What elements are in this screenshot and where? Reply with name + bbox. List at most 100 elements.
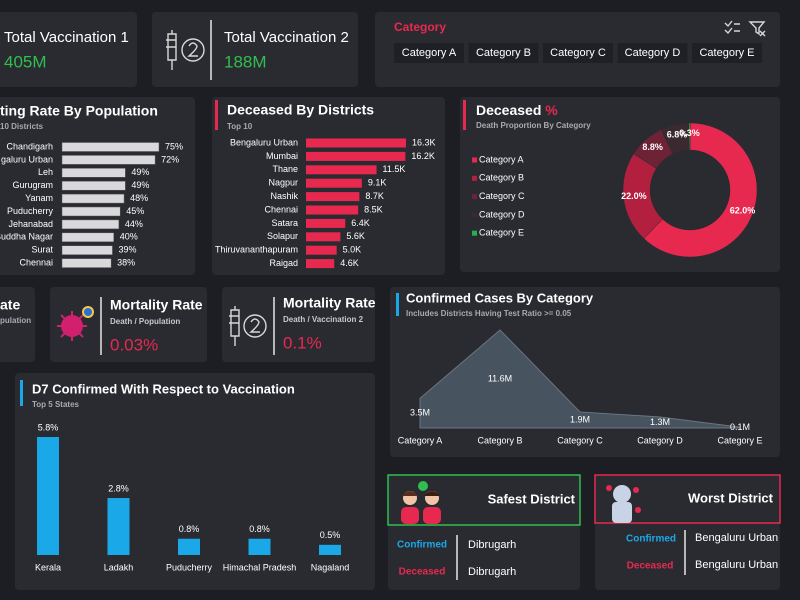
chart-title: D7 Confirmed With Respect to Vaccination (32, 381, 295, 396)
category-label: Kerala (35, 562, 61, 572)
row-label: Confirmed (397, 540, 447, 551)
value-label: 0.8% (179, 524, 200, 534)
chart-title: Deceased % (476, 102, 558, 118)
bar (178, 538, 200, 555)
filter-button[interactable] (468, 43, 539, 63)
value-label: 4.6K (340, 258, 359, 268)
value-label: 6.4K (351, 218, 370, 228)
category-label: Jehanabad (8, 219, 53, 229)
bar (107, 498, 130, 555)
kpi-card (222, 287, 375, 362)
syringe-icon (229, 306, 267, 346)
chart-subtitle: Includes Districts Having Test Ratio >= … (406, 309, 572, 318)
bar (61, 142, 160, 152)
bar (306, 205, 359, 215)
value-label: 9.1K (368, 178, 387, 188)
kpi-subtitle: Death / Population (110, 317, 180, 326)
kpi-card (50, 287, 207, 362)
bar (306, 165, 377, 175)
value-label: 1.9M (570, 414, 590, 424)
bar (37, 437, 59, 555)
legend-marker (472, 175, 477, 181)
value-label: 75% (165, 141, 183, 151)
value-label: 48% (130, 193, 148, 203)
virus-icon (57, 306, 94, 341)
category-label: Solapur (267, 231, 298, 241)
filter-option[interactable]: Category E (699, 47, 754, 59)
pie-slice (643, 122, 758, 258)
bar (61, 245, 113, 255)
value-label: 16.3K (412, 137, 436, 147)
filter-option[interactable]: Category D (625, 47, 681, 59)
value-label: 40% (120, 232, 138, 242)
bar (61, 258, 112, 268)
row-value: Dibrugarh (468, 566, 516, 578)
filter-icons[interactable] (724, 20, 766, 37)
filter-option[interactable]: Category C (550, 47, 606, 59)
category-label: Mumbai (266, 151, 298, 161)
category-label: Category B (477, 435, 522, 445)
filter-option[interactable]: Category A (402, 47, 457, 59)
value-label: 8.8% (642, 142, 663, 152)
filter-button[interactable] (394, 43, 464, 63)
category-label: Ladakh (104, 562, 134, 572)
category-label: Category A (398, 435, 443, 445)
people-illustration (401, 481, 441, 524)
district-title: Safest District (488, 491, 576, 506)
category-label: Buddha Nagar (0, 232, 53, 242)
value-label: 44% (125, 219, 143, 229)
pie-slice (688, 122, 691, 151)
category-label: Chennai (264, 204, 298, 214)
title-text: Deceased (476, 102, 541, 118)
title-accent (463, 100, 466, 130)
category-label: Nashik (270, 191, 298, 201)
category-label: Thane (272, 164, 298, 174)
value-label: 0.1M (730, 422, 750, 432)
category-label: Yanam (25, 193, 53, 203)
row-value: Bengaluru Urban (695, 532, 778, 544)
category-label: Puducherry (7, 206, 54, 216)
kpi-value: 188M (224, 52, 267, 71)
value-label: 5.6K (346, 231, 365, 241)
kpi-value: 405M (4, 52, 47, 71)
legend-label: Category C (479, 191, 525, 201)
bar (61, 180, 126, 191)
row-value: Dibrugarh (468, 539, 516, 551)
filter-option[interactable]: Category B (476, 47, 531, 59)
bar (306, 218, 346, 228)
category-label: galuru Urban (1, 154, 53, 164)
title-accent (20, 380, 23, 406)
row-label: Deceased (627, 561, 674, 572)
category-label: Chandigarh (6, 141, 53, 151)
kpi-title: Total Vaccination 2 (224, 29, 349, 46)
filter-button[interactable] (692, 43, 762, 63)
kpi-title: Total Vaccination 1 (4, 29, 129, 46)
chart-title: ting Rate By Population (0, 103, 158, 119)
bar (61, 155, 156, 165)
value-label: 8.7K (365, 191, 384, 201)
category-label: Category C (557, 435, 603, 445)
kpi-subtitle: Death / Vaccination 2 (283, 315, 364, 324)
filter-button[interactable] (543, 43, 613, 63)
title-accent (215, 100, 218, 130)
kpi-card (0, 287, 35, 362)
row-label: Deceased (399, 567, 446, 578)
chart-panel (15, 373, 375, 590)
value-label: 5.0K (343, 245, 362, 255)
legend-marker (472, 157, 477, 163)
chart-subtitle: 10 Districts (0, 122, 44, 131)
category-label: Leh (38, 167, 53, 177)
chart-title: Confirmed Cases By Category (406, 290, 594, 305)
bar (61, 168, 126, 178)
value-label: 38% (117, 257, 135, 267)
value-label: 22.0% (621, 191, 647, 201)
kpi-card (0, 12, 137, 87)
filter-button[interactable] (617, 43, 688, 63)
filter-options[interactable]: Category A Category B Category C Category D… (394, 43, 762, 63)
kpi-title: ate (0, 297, 20, 313)
chart-subtitle: Top 5 States (32, 400, 80, 409)
legend-marker (472, 230, 477, 236)
category-label: Surat (31, 245, 53, 255)
bar (61, 206, 121, 217)
